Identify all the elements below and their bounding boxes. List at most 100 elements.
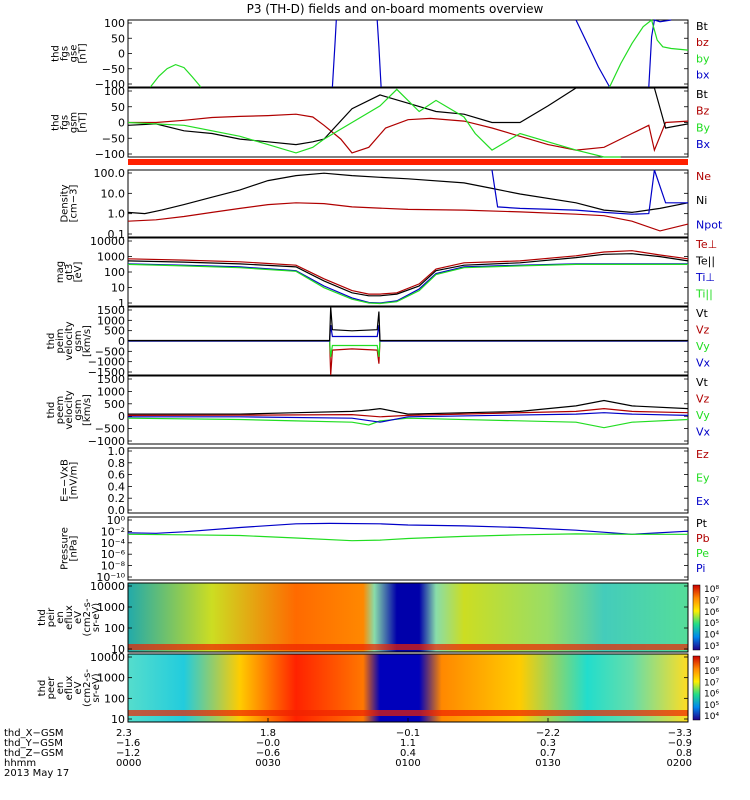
- legend-Pe: Pe: [696, 547, 709, 560]
- series-Vx: [128, 325, 688, 342]
- colorbar-label: 10⁸: [704, 667, 719, 677]
- y-tick-label: 0: [118, 335, 125, 348]
- colorbar-label: 10⁷: [704, 596, 719, 606]
- x-tick-value: 0.4: [400, 748, 416, 759]
- y-axis-label: [nPa]: [69, 535, 80, 561]
- legend-Pt: Pt: [696, 517, 708, 530]
- series-by: [609, 18, 689, 88]
- y-axis-label: eV: [73, 611, 84, 624]
- colorbar-label: 10⁹: [704, 656, 719, 666]
- x-tick-value: −0.9: [668, 738, 692, 749]
- legend-Ti||: Ti||: [695, 287, 713, 300]
- y-axis-label: gsm: [73, 330, 84, 351]
- y-axis-label: en: [55, 682, 66, 695]
- y-tick-label: 10⁻²: [101, 525, 125, 538]
- y-axis-label: thd: [37, 609, 48, 626]
- colorbar: [692, 584, 701, 651]
- legend-Bt: Bt: [696, 88, 709, 101]
- y-axis-label: velocity: [64, 390, 75, 429]
- y-tick-label: −1500: [88, 366, 125, 379]
- legend-Bt: Bt: [696, 20, 709, 33]
- y-axis-label: thd: [46, 402, 57, 419]
- legend-Bx: Bx: [696, 138, 711, 151]
- y-axis-label: mag: [55, 261, 66, 283]
- y-axis-label: [nT]: [78, 112, 89, 132]
- y-tick-label: 1500: [97, 373, 125, 386]
- y-tick-label: −500: [95, 423, 125, 436]
- legend-Npot: Npot: [696, 218, 723, 231]
- y-axis-label: [eV]: [73, 262, 84, 283]
- spectrogram-band: [128, 644, 688, 650]
- panel-frame: [127, 169, 689, 238]
- y-tick-label: 1500: [97, 304, 125, 317]
- y-axis-label: thd: [51, 114, 62, 131]
- y-tick-label: 100: [104, 622, 125, 635]
- spectrogram-band: [128, 710, 688, 716]
- y-tick-label: 1.0: [108, 445, 126, 458]
- y-tick-label: 10⁻¹⁰: [96, 571, 125, 584]
- series-bx: [376, 19, 382, 88]
- y-tick-label: 1: [118, 297, 125, 310]
- legend-Ne: Ne: [696, 170, 711, 183]
- x-row-label: thd_Z−GSM: [4, 748, 64, 759]
- y-tick-label: −1000: [88, 356, 125, 369]
- y-tick-label: 10⁻⁶: [101, 548, 126, 561]
- colorbar-label: 10³: [704, 642, 719, 652]
- legend-Pb: Pb: [696, 532, 710, 545]
- x-tick-value: −3.3: [668, 728, 692, 739]
- series-Pe: [127, 533, 688, 542]
- x-tick-value: −1.6: [116, 738, 140, 749]
- x-tick-value: −1.2: [116, 748, 140, 759]
- series-Bt: [127, 87, 689, 146]
- x-tick-value: −0.0: [256, 738, 280, 749]
- y-tick-label: 10: [111, 713, 125, 726]
- y-tick-label: 500: [104, 325, 125, 338]
- x-row-label: hhmm: [4, 758, 36, 769]
- x-tick-value: 0030: [255, 758, 280, 769]
- series-Vz: [127, 407, 689, 418]
- y-tick-label: 0.4: [108, 480, 126, 493]
- legend-Ni: Ni: [696, 194, 707, 207]
- y-axis-label: E=−VxB: [60, 459, 71, 502]
- y-tick-label: 0.6: [108, 469, 126, 482]
- y-tick-label: 500: [104, 398, 125, 411]
- x-row-label: 2013 May 17: [4, 768, 69, 779]
- panel-density: 100.0 10.0 1.0 0.1 Density[cm−3] Ne Ni Npot: [60, 167, 723, 241]
- series-Vy: [128, 340, 688, 357]
- series-Ne: [127, 202, 689, 232]
- y-tick-label: −100: [95, 78, 125, 91]
- legend-Te||: Te||: [695, 254, 715, 267]
- colorbar-label: 10⁶: [704, 690, 719, 700]
- series-bx: [575, 19, 611, 88]
- x-tick-value: 1.8: [260, 728, 276, 739]
- colorbar: [692, 655, 701, 721]
- series-bx: [331, 19, 337, 88]
- y-axis-label: fgs: [60, 115, 71, 130]
- y-tick-label: 1000: [97, 314, 125, 327]
- legend-Ez: Ez: [696, 448, 709, 461]
- series-Ni: [127, 172, 689, 215]
- legend-Vz: Vz: [696, 392, 710, 405]
- legend-Vx: Vx: [696, 425, 711, 438]
- legend-Vy: Vy: [696, 340, 710, 353]
- panel-frame: [127, 375, 689, 445]
- y-axis-label: Density: [60, 184, 71, 222]
- y-axis-label: fgs: [60, 46, 71, 61]
- series-Vz: [128, 340, 688, 376]
- y-tick-label: 50: [111, 32, 125, 45]
- y-axis-label: [km/s]: [82, 394, 93, 426]
- y-tick-label: 10⁻⁸: [101, 560, 126, 573]
- colorbar-label: 10⁸: [704, 585, 719, 595]
- colorbar-label: 10⁵: [704, 619, 719, 629]
- colorbar-label: 10⁷: [704, 678, 719, 688]
- y-tick-label: 100: [104, 85, 125, 98]
- panel-frame: [127, 582, 689, 653]
- series-Ti⊥: [127, 263, 688, 304]
- x-tick-value: 1.1: [400, 738, 416, 749]
- y-tick-label: 100: [104, 692, 125, 705]
- x-tick-value: 0100: [395, 758, 420, 769]
- y-tick-label: 10000: [90, 580, 125, 593]
